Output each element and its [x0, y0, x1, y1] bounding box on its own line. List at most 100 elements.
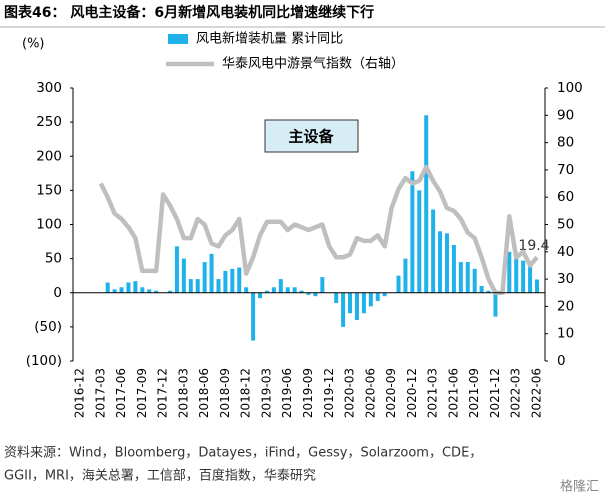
- bar: [444, 233, 449, 293]
- y-tick-label: 50: [45, 251, 62, 267]
- bar: [535, 279, 539, 293]
- bar: [396, 275, 401, 293]
- source-line: 资料来源：Wind，Bloomberg，Datayes，iFind，Gessy，…: [4, 446, 482, 461]
- bar: [181, 258, 186, 293]
- bar: [258, 292, 263, 299]
- bar: [431, 209, 436, 293]
- bar: [361, 292, 366, 314]
- x-tick-label: 2018-09: [218, 368, 232, 418]
- bar: [472, 268, 477, 293]
- y2-tick-label: 20: [557, 298, 574, 314]
- bar: [348, 292, 353, 314]
- bar: [424, 115, 429, 293]
- y2-tick-label: 0: [557, 353, 566, 369]
- x-tick-label: 2020-03: [343, 368, 357, 418]
- bar: [493, 292, 498, 317]
- bar: [244, 287, 249, 293]
- bar: [251, 292, 256, 341]
- bar: [223, 270, 228, 293]
- y2-tick-label: 70: [557, 162, 574, 178]
- x-tick-label: 2018-03: [176, 368, 190, 418]
- chart-title: 图表46： 风电主设备：6月新增风电装机同比增速继续下行: [4, 4, 374, 21]
- bar: [188, 279, 193, 293]
- bar: [126, 282, 131, 293]
- bar: [528, 264, 533, 293]
- y2-tick-label: 80: [557, 135, 574, 151]
- data-label: 19.4: [518, 238, 549, 254]
- y-tick-label: 300: [36, 80, 62, 96]
- x-tick-label: 2020-12: [405, 368, 419, 418]
- annotation-box: [264, 119, 359, 153]
- legend-label: 华泰风电中游景气指数（右轴）: [222, 56, 404, 72]
- bar: [133, 281, 138, 293]
- watermark: 格隆汇: [560, 479, 599, 495]
- bar: [237, 267, 242, 293]
- bar: [230, 268, 235, 293]
- bar: [209, 253, 214, 293]
- y-tick-label: 100: [36, 217, 62, 233]
- y-tick-label: 0: [53, 285, 62, 301]
- y2-tick-label: 100: [557, 80, 583, 96]
- y2-tick-label: 40: [557, 244, 574, 260]
- bar: [451, 244, 456, 293]
- x-tick-label: 2017-03: [93, 368, 107, 418]
- x-tick-label: 2022-06: [530, 368, 544, 418]
- bar: [168, 290, 173, 293]
- y2-tick-label: 10: [557, 326, 574, 342]
- bar: [479, 285, 484, 293]
- bar: [313, 292, 318, 297]
- bar: [292, 287, 297, 293]
- bar: [486, 290, 491, 293]
- bar: [334, 292, 339, 303]
- x-tick-label: 2019-09: [301, 368, 315, 418]
- x-tick-label: 2021-12: [488, 368, 502, 418]
- x-tick-label: 2022-03: [509, 368, 523, 418]
- y2-tick-label: 30: [557, 271, 574, 287]
- x-tick-label: 2016-12: [73, 368, 87, 418]
- bar: [147, 289, 152, 293]
- bar: [202, 262, 207, 293]
- bar: [119, 287, 124, 293]
- y-tick-label: 200: [36, 148, 62, 164]
- bar: [140, 287, 145, 293]
- annotation: 主设备: [288, 128, 334, 146]
- bar: [216, 279, 221, 293]
- bar: [278, 279, 283, 293]
- x-tick-label: 2017-09: [135, 368, 149, 418]
- x-tick-label: 2020-06: [363, 368, 377, 418]
- x-tick-label: 2021-03: [426, 368, 440, 418]
- legend-label: 风电新增装机量 累计同比: [196, 31, 343, 47]
- y2-tick-label: 90: [557, 107, 574, 123]
- bar: [154, 290, 159, 293]
- y-tick-label: 250: [36, 114, 62, 130]
- bar: [403, 258, 408, 293]
- bar: [320, 277, 325, 293]
- y2-tick-label: 50: [557, 217, 574, 233]
- y-tick-label: (50): [34, 319, 62, 335]
- x-tick-label: 2019-06: [280, 368, 294, 418]
- y-tick-label: 150: [36, 182, 62, 198]
- bar: [382, 292, 387, 297]
- bar: [299, 290, 304, 293]
- bar: [195, 279, 200, 293]
- bar: [306, 292, 311, 295]
- bar: [271, 287, 276, 293]
- bar: [417, 190, 422, 293]
- source-line: GGII，MRI，海关总署，工信部，百度指数，华泰研究: [4, 468, 316, 484]
- bar: [368, 292, 373, 307]
- x-tick-label: 2017-12: [156, 368, 170, 418]
- bar: [410, 171, 415, 293]
- bar: [112, 289, 117, 293]
- bar: [375, 292, 380, 301]
- x-tick-label: 2020-09: [384, 368, 398, 418]
- bar: [285, 287, 290, 293]
- bar: [174, 246, 179, 293]
- line: [98, 164, 539, 296]
- bar: [465, 262, 470, 293]
- bar: [514, 258, 519, 293]
- y-tick-label: (100): [26, 353, 62, 369]
- x-tick-label: 2019-03: [259, 368, 273, 418]
- bar: [341, 292, 346, 327]
- bar: [458, 262, 463, 293]
